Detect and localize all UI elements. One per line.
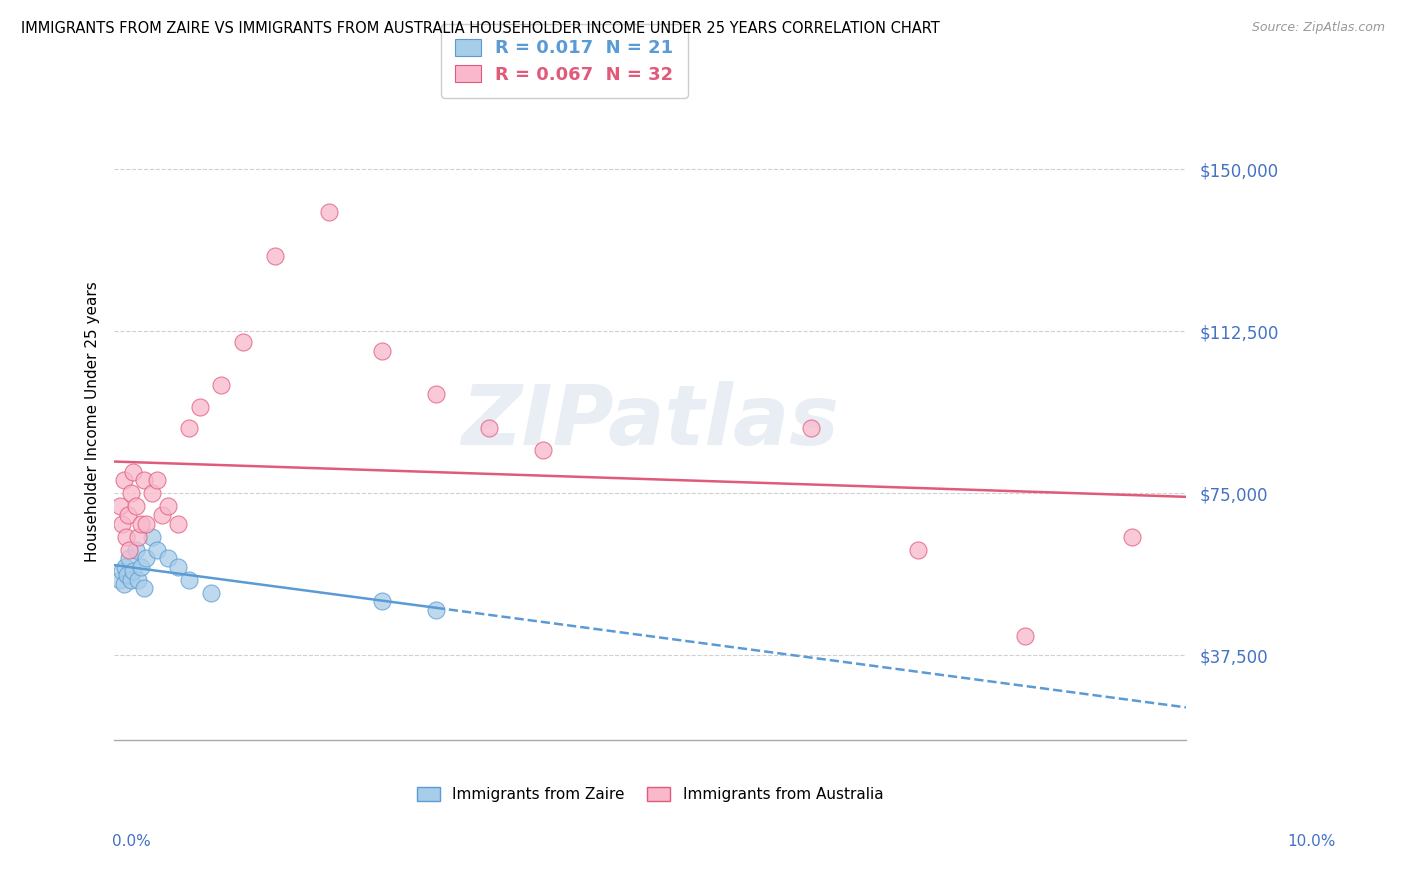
Point: [425, 603, 447, 617]
Text: 10.0%: 10.0%: [1288, 834, 1336, 848]
Point: [117, 508, 139, 522]
Point: [115, 530, 138, 544]
Point: [146, 474, 169, 488]
Point: [111, 516, 134, 531]
Legend: Immigrants from Zaire, Immigrants from Australia: Immigrants from Zaire, Immigrants from A…: [411, 780, 890, 808]
Point: [146, 542, 169, 557]
Point: [152, 508, 174, 522]
Text: 0.0%: 0.0%: [112, 834, 152, 848]
Point: [371, 343, 394, 358]
Point: [127, 573, 149, 587]
Text: IMMIGRANTS FROM ZAIRE VS IMMIGRANTS FROM AUSTRALIA HOUSEHOLDER INCOME UNDER 25 Y: IMMIGRANTS FROM ZAIRE VS IMMIGRANTS FROM…: [21, 21, 939, 36]
Text: Source: ZipAtlas.com: Source: ZipAtlas.com: [1251, 21, 1385, 34]
Point: [425, 387, 447, 401]
Point: [318, 205, 340, 219]
Point: [108, 500, 131, 514]
Point: [200, 586, 222, 600]
Point: [120, 486, 142, 500]
Point: [112, 577, 135, 591]
Point: [129, 559, 152, 574]
Point: [141, 530, 163, 544]
Point: [478, 421, 501, 435]
Point: [129, 516, 152, 531]
Point: [232, 334, 254, 349]
Point: [124, 542, 146, 557]
Point: [264, 248, 287, 262]
Point: [167, 516, 190, 531]
Point: [120, 573, 142, 587]
Point: [111, 564, 134, 578]
Point: [209, 378, 232, 392]
Point: [800, 421, 823, 435]
Point: [167, 559, 190, 574]
Point: [108, 573, 131, 587]
Point: [531, 443, 554, 458]
Point: [122, 564, 145, 578]
Point: [134, 582, 156, 596]
Point: [179, 573, 201, 587]
Point: [1121, 530, 1143, 544]
Point: [124, 500, 146, 514]
Point: [907, 542, 929, 557]
Point: [112, 474, 135, 488]
Point: [127, 530, 149, 544]
Point: [135, 516, 157, 531]
Point: [156, 551, 179, 566]
Point: [371, 594, 394, 608]
Point: [114, 559, 136, 574]
Point: [1014, 629, 1036, 643]
Point: [118, 542, 141, 557]
Point: [122, 465, 145, 479]
Point: [188, 400, 211, 414]
Point: [118, 551, 141, 566]
Point: [179, 421, 201, 435]
Point: [134, 474, 156, 488]
Point: [115, 568, 138, 582]
Point: [135, 551, 157, 566]
Point: [141, 486, 163, 500]
Text: ZIPatlas: ZIPatlas: [461, 382, 839, 462]
Y-axis label: Householder Income Under 25 years: Householder Income Under 25 years: [86, 282, 100, 562]
Point: [156, 500, 179, 514]
